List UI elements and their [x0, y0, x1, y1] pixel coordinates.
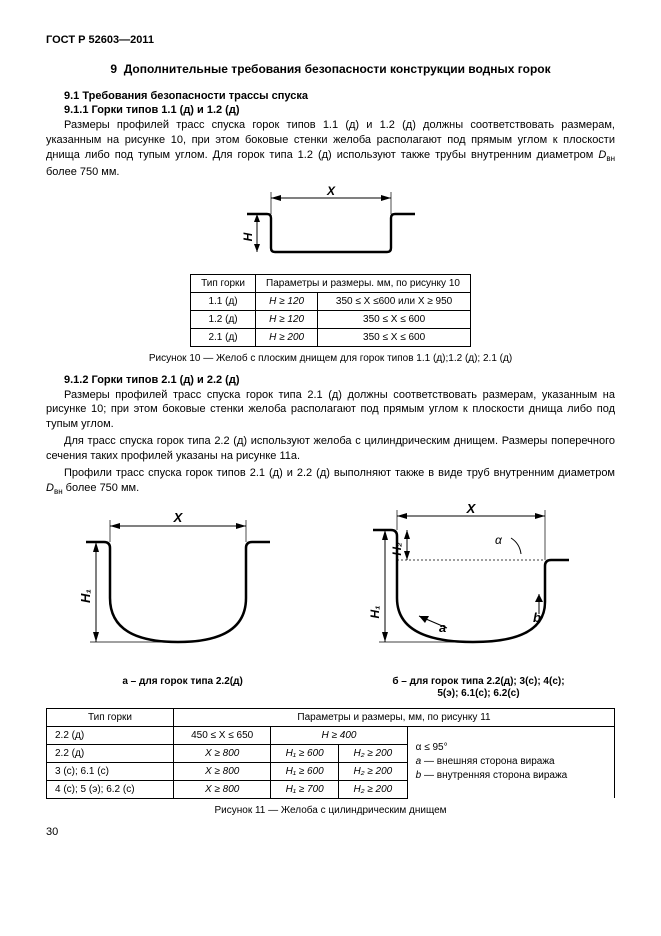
figure-11b: X H₁ H₂ α a b [342, 502, 615, 700]
page: ГОСТ Р 52603—2011 9 Дополнительные требо… [0, 0, 661, 858]
figure-11b-diagram: X H₁ H₂ α a b [343, 502, 613, 672]
para-9-1-2-1: Размеры профилей трасс спуска горок типа… [46, 388, 615, 433]
svg-text:X: X [172, 510, 183, 525]
figure-11-caption: Рисунок 11 — Желоба с цилиндрическим дни… [46, 805, 615, 816]
figure-10-caption: Рисунок 10 — Желоб с плоским днищем для … [46, 353, 615, 364]
figure-11a-label: а – для горок типа 2.2(д) [46, 676, 319, 688]
table-row: 2.2 (д) 450 ≤ X ≤ 650 H ≥ 400 α ≤ 95° a … [47, 726, 615, 744]
table-notes: α ≤ 95° a — внешняя сторона виража b — в… [407, 726, 614, 798]
table-row: 1.2 (д) H ≥ 120 350 ≤ X ≤ 600 [191, 310, 471, 328]
running-header: ГОСТ Р 52603—2011 [46, 34, 615, 46]
svg-text:X: X [325, 186, 335, 198]
subsection-9-1-1-title: 9.1.1 Горки типов 1.1 (д) и 1.2 (д) [64, 104, 615, 116]
table-fig10: Тип горки Параметры и размеры. мм, по ри… [190, 274, 471, 347]
table-header: Тип горки [191, 274, 256, 292]
svg-text:X: X [466, 502, 477, 516]
subsection-9-1-2-title: 9.1.2 Горки типов 2.1 (д) и 2.2 (д) [64, 374, 615, 386]
figure-10-diagram: H X [211, 186, 451, 268]
para-9-1-1: Размеры профилей трасс спуска горок типо… [46, 118, 615, 180]
svg-text:b: b [533, 610, 541, 625]
table-header: Параметры и размеры. мм, по рисунку 10 [256, 274, 471, 292]
section-number: 9 [110, 62, 117, 76]
para-9-1-2-3: Профили трасс спуска горок типов 2.1 (д)… [46, 466, 615, 498]
figure-11a-diagram: X H₁ [58, 502, 308, 672]
figure-11: X H₁ а – для горок типа 2.2(д) X [46, 502, 615, 700]
svg-text:α: α [495, 533, 503, 547]
section-title-text: Дополнительные требования безопасности к… [124, 62, 551, 76]
svg-text:H₁: H₁ [78, 589, 93, 603]
figure-10: H X Тип горки Параметры и размеры. мм, п… [46, 186, 615, 364]
figure-11a: X H₁ а – для горок типа 2.2(д) [46, 502, 319, 700]
table-row: 1.1 (д) H ≥ 120 350 ≤ X ≤600 или X ≥ 950 [191, 292, 471, 310]
svg-text:H₂: H₂ [390, 542, 404, 556]
table-row: 2.1 (д) H ≥ 200 350 ≤ X ≤ 600 [191, 328, 471, 346]
section-title: 9 Дополнительные требования безопасности… [46, 62, 615, 76]
table-header: Тип горки [47, 708, 174, 726]
para-9-1-2-2: Для трасс спуска горок типа 2.2 (д) испо… [46, 434, 615, 464]
table-fig11: Тип горки Параметры и размеры, мм, по ри… [46, 708, 615, 799]
figure-11b-label: б – для горок типа 2.2(д); 3(с); 4(с); 5… [342, 676, 615, 700]
svg-text:H₁: H₁ [368, 605, 382, 618]
table-header: Параметры и размеры, мм, по рисунку 11 [174, 708, 615, 726]
subsection-9-1-title: 9.1 Требования безопасности трассы спуск… [64, 90, 615, 102]
page-number: 30 [46, 826, 615, 838]
svg-text:H: H [241, 232, 255, 241]
